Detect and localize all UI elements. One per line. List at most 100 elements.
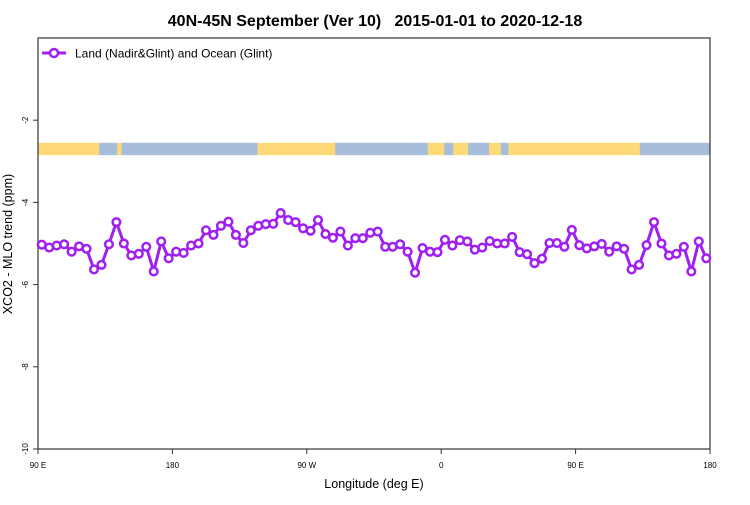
- data-point: [96, 259, 107, 270]
- land-segment: [117, 142, 123, 156]
- data-point: [327, 232, 338, 243]
- y-axis: -2 -4 -6 -8 -10: [21, 116, 38, 455]
- data-point: [619, 243, 630, 254]
- x-tick-label: 90 W: [297, 461, 316, 470]
- y-tick-label: -2: [21, 116, 30, 124]
- data-point: [312, 215, 324, 226]
- data-point: [641, 240, 652, 251]
- data-point: [290, 217, 301, 228]
- data-point: [193, 238, 204, 249]
- land-segment: [453, 142, 469, 156]
- data-point: [439, 234, 450, 245]
- data-point: [507, 231, 518, 242]
- land-segment: [427, 142, 445, 156]
- x-axis-label: Longitude (deg E): [324, 477, 423, 491]
- data-point: [477, 242, 488, 253]
- data-point: [462, 236, 473, 247]
- data-point: [215, 220, 226, 231]
- ocean-segment: [639, 142, 711, 156]
- data-point: [701, 253, 712, 264]
- data-point: [66, 246, 77, 257]
- y-tick-label: -8: [21, 363, 30, 371]
- data-point: [342, 240, 353, 251]
- x-tick-label: 0: [439, 461, 444, 470]
- data-point: [133, 248, 144, 259]
- data-point: [88, 264, 100, 275]
- data-point: [596, 238, 607, 249]
- ocean-segment: [500, 142, 509, 156]
- ocean-segment: [335, 142, 429, 156]
- data-point: [447, 240, 458, 251]
- data-point: [275, 208, 286, 219]
- x-tick-label: 180: [703, 461, 717, 470]
- ocean-segment: [99, 142, 118, 156]
- x-axis: 90 E 180 90 W 0 90 E 180: [30, 449, 717, 470]
- land-segment: [508, 142, 641, 156]
- data-point: [230, 229, 241, 240]
- land-ocean-strip: [38, 142, 711, 156]
- land-segment: [257, 142, 336, 156]
- ocean-segment: [121, 142, 259, 156]
- data-point: [634, 259, 645, 270]
- data-point: [178, 247, 189, 259]
- data-point: [238, 238, 249, 249]
- data-point: [671, 248, 682, 259]
- data-point: [402, 246, 413, 257]
- data-point: [81, 243, 92, 254]
- data-point: [118, 238, 129, 249]
- data-point: [648, 217, 660, 228]
- x-tick-label: 90 E: [567, 461, 583, 470]
- data-point: [357, 233, 368, 244]
- data-point: [551, 238, 562, 249]
- data-point: [372, 226, 383, 237]
- land-segment: [38, 142, 100, 156]
- x-tick-label: 90 E: [30, 461, 46, 470]
- data-point: [59, 239, 70, 250]
- data-point: [223, 216, 234, 227]
- data-point: [559, 241, 570, 252]
- data-point: [268, 218, 279, 229]
- data-point: [103, 239, 114, 250]
- data-point: [208, 229, 219, 240]
- data-point: [163, 253, 174, 264]
- data-point: [156, 236, 167, 247]
- data-point: [626, 264, 637, 275]
- data-point: [693, 236, 704, 247]
- y-tick-label: -4: [21, 198, 30, 206]
- data-point: [686, 266, 697, 277]
- y-tick-label: -6: [21, 280, 30, 288]
- x-tick-label: 180: [166, 461, 180, 470]
- series-layer: [36, 208, 712, 278]
- data-point: [200, 225, 212, 236]
- data-point: [410, 267, 421, 278]
- data-point: [432, 247, 443, 258]
- data-point: [417, 242, 428, 254]
- data-point: [536, 253, 548, 264]
- data-point: [395, 239, 406, 250]
- data-point: [678, 241, 689, 252]
- data-point: [141, 241, 152, 252]
- data-point: [566, 224, 577, 235]
- data-point: [522, 249, 533, 260]
- chart-title: 40N-45N September (Ver 10) 2015-01-01 to…: [168, 13, 583, 30]
- y-axis-label: XCO2 - MLO trend (ppm): [1, 174, 15, 314]
- data-point: [245, 225, 256, 236]
- plot-frame: [37, 37, 711, 450]
- data-point: [305, 225, 316, 236]
- y-tick-label: -10: [21, 443, 30, 455]
- data-point: [604, 246, 615, 257]
- data-point: [499, 238, 510, 249]
- ocean-segment: [468, 142, 490, 156]
- legend-label: Land (Nadir&Glint) and Ocean (Glint): [75, 47, 272, 61]
- data-point: [148, 266, 159, 277]
- ocean-segment: [444, 142, 454, 156]
- data-point: [335, 226, 346, 237]
- data-point: [529, 258, 540, 269]
- data-point: [320, 228, 331, 240]
- data-point: [111, 217, 122, 228]
- legend-marker-icon: [48, 47, 60, 59]
- land-segment: [488, 142, 502, 156]
- data-point: [656, 238, 667, 249]
- legend: Land (Nadir&Glint) and Ocean (Glint): [42, 47, 272, 61]
